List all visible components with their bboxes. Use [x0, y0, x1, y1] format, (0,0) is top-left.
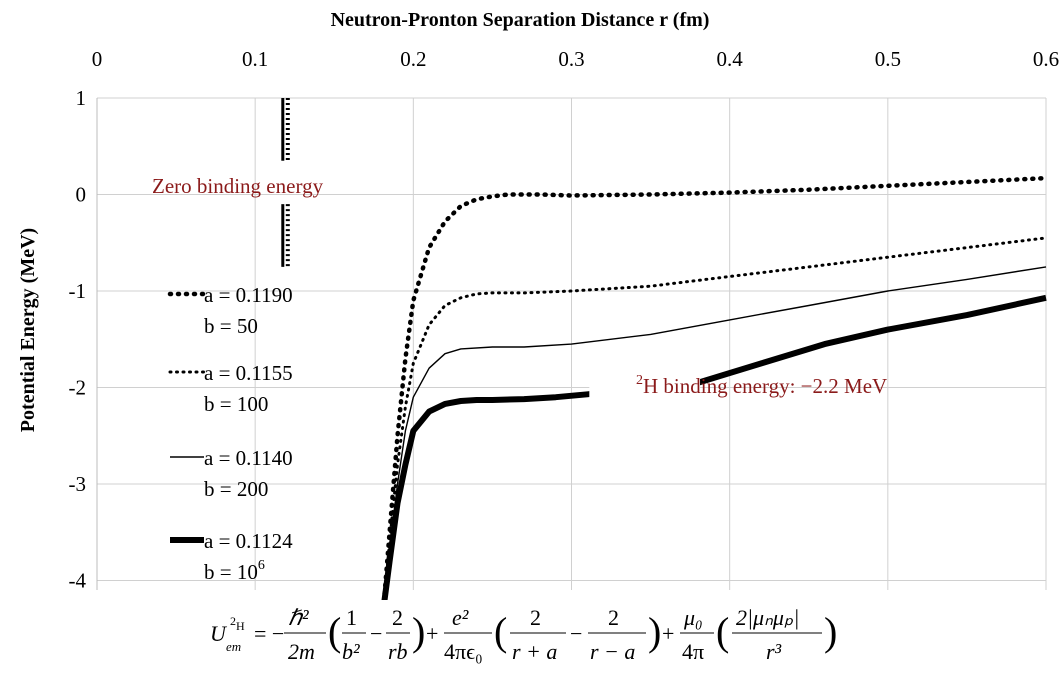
formula-mu-abs: 2|μₙμₚ| [736, 605, 799, 630]
legend-label-a: a = 0.1190 [204, 283, 293, 307]
series-line-2 [382, 236, 1048, 600]
svg-text:+: + [426, 621, 438, 646]
legend-label-a: a = 0.1155 [204, 361, 293, 385]
x-tick-label: 0.3 [558, 47, 584, 71]
formula-sup-H: H [236, 619, 245, 633]
x-tick-label: 0.1 [242, 47, 268, 71]
svg-text:): ) [648, 609, 661, 654]
chart: 0 0.1 0.2 0.3 0.4 0.5 0.610-1-2-3-4 Neutron-Pr… [17, 9, 1060, 600]
y-tick-label: 0 [76, 183, 87, 207]
formula-r3: r³ [766, 639, 782, 664]
formula-rb: rb [388, 639, 408, 664]
series-lines [381, 175, 1049, 600]
formula-two-a: 2 [392, 605, 403, 630]
x-axis-title: Neutron-Pronton Separation Distance r (f… [331, 9, 710, 31]
legend-label-b: b = 200 [204, 477, 268, 501]
formula-2m: 2m [288, 639, 315, 664]
svg-text:+: + [662, 621, 674, 646]
svg-text:): ) [824, 609, 837, 654]
series-line-3 [383, 266, 1047, 600]
formula-r-minus-a: r − a [590, 639, 635, 664]
formula-r-plus-a: r + a [512, 639, 557, 664]
series-line-1 [381, 175, 1049, 600]
legend-b-base: b = 10 [204, 560, 258, 584]
annotation-gap [589, 373, 701, 424]
legend-label-a: a = 0.1140 [204, 446, 293, 470]
formula-U: U [210, 621, 228, 646]
y-tick-label: -4 [69, 569, 87, 593]
potential-formula: U em 2 H = − ℏ² 2m ( 1 b² − 2 rb ) + e² … [210, 605, 837, 664]
formula-sub: em [226, 639, 241, 654]
svg-text:−: − [570, 621, 582, 646]
h2-text: H binding energy: −2.2 MeV [643, 374, 887, 398]
legend-b-exp: 6 [258, 558, 265, 573]
formula-4pi: 4π [682, 639, 704, 664]
y-tick-label: -3 [69, 472, 87, 496]
formula-mu0: μ₀ [683, 605, 703, 630]
x-tick-label: 0.2 [400, 47, 426, 71]
y-tick-label: -2 [69, 376, 87, 400]
formula-sup-2: 2 [230, 614, 236, 628]
ticks: 0 0.1 0.2 0.3 0.4 0.5 0.610-1-2-3-4 [69, 47, 1060, 593]
svg-text:(: ( [716, 609, 729, 654]
formula-two-c: 2 [608, 605, 619, 630]
formula-hbar2: ℏ² [288, 605, 309, 630]
formula-e2: e² [452, 605, 469, 630]
h2-binding-annotation: 2H binding energy: −2.2 MeV [636, 373, 887, 398]
legend-label-b: b = 100 [204, 392, 268, 416]
svg-text:−: − [370, 621, 382, 646]
zero-energy-marker [281, 98, 290, 267]
series-line-4 [381, 294, 1047, 600]
formula-one: 1 [346, 605, 357, 630]
formula-b2: b² [342, 639, 360, 664]
svg-text:(: ( [328, 609, 341, 654]
svg-text:): ) [412, 609, 425, 654]
legend: a = 0.1190 b = 50 a = 0.1155 b = 100 a = 0.1… [167, 283, 293, 584]
y-tick-label: 1 [76, 86, 87, 110]
legend-label-b: b = 50 [204, 314, 258, 338]
formula-4pi-eps: 4πϵ₀ [444, 639, 483, 664]
zero-binding-annotation: Zero binding energy [152, 174, 324, 198]
y-axis-title: Potential Energy (MeV) [17, 228, 39, 432]
formula-two-b: 2 [530, 605, 541, 630]
x-tick-label: 0.6 [1033, 47, 1059, 71]
x-tick-label: 0.5 [875, 47, 901, 71]
x-tick-label: 0 [92, 47, 103, 71]
h2-superscript: 2 [636, 373, 643, 388]
y-tick-label: -1 [69, 279, 87, 303]
svg-text:(: ( [494, 609, 507, 654]
svg-text:= −: = − [254, 621, 284, 646]
legend-label-b: b = 106 [204, 558, 265, 584]
x-tick-label: 0.4 [717, 47, 744, 71]
legend-label-a: a = 0.1124 [204, 529, 293, 553]
